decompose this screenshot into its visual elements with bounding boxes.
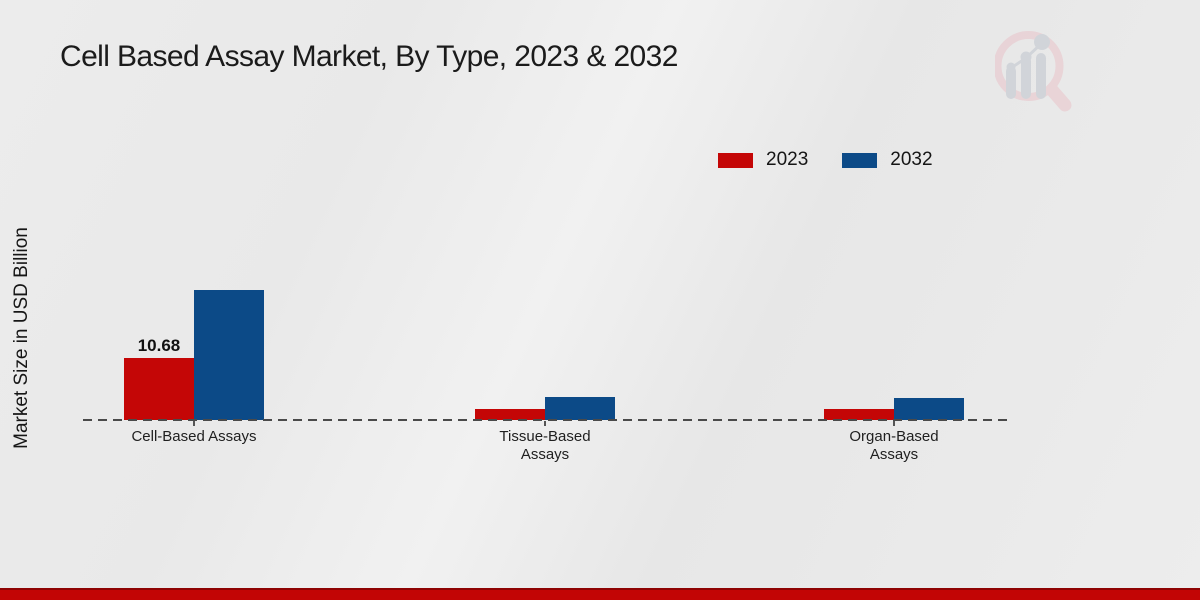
axis-tick xyxy=(893,421,895,426)
logo-bar-tall-icon xyxy=(1036,53,1046,99)
legend-item-2023: 2023 xyxy=(718,149,808,171)
legend-swatch-2023 xyxy=(718,152,753,168)
logo-dot-large-icon xyxy=(1034,34,1050,50)
category-label-tissue-based-assays: Tissue-Based Assays xyxy=(499,428,591,463)
logo-dot-medium-icon xyxy=(1020,51,1032,63)
legend: 2023 2032 xyxy=(718,149,933,171)
footer-accent-band xyxy=(0,588,1200,600)
legend-swatch-2032 xyxy=(842,152,878,168)
x-axis-baseline xyxy=(83,419,1007,421)
logo-bar-small-icon xyxy=(1006,66,1016,99)
bar-2032-tissue-based-assays xyxy=(545,397,615,420)
value-label-2023-cell-based-assays: 10.68 xyxy=(137,336,181,355)
logo-dot-small-icon xyxy=(1006,62,1016,72)
legend-label-2032: 2032 xyxy=(890,149,933,170)
axis-tick xyxy=(544,421,546,426)
category-label-cell-based-assays: Cell-Based Assays xyxy=(131,428,257,445)
bar-2023-tissue-based-assays xyxy=(475,409,545,420)
bar-2032-organ-based-assays xyxy=(894,398,964,420)
bar-2023-organ-based-assays xyxy=(824,409,894,420)
bar-2023-cell-based-assays xyxy=(124,358,194,420)
chart-title: Cell Based Assay Market, By Type, 2023 &… xyxy=(60,40,678,73)
axis-tick xyxy=(193,421,195,426)
category-label-organ-based-assays: Organ-Based Assays xyxy=(849,428,939,463)
bar-2032-cell-based-assays xyxy=(194,290,264,420)
magnifier-handle-icon xyxy=(1045,83,1072,112)
legend-item-2032: 2032 xyxy=(842,149,933,171)
magnifier-bar-chart-logo-watermark xyxy=(995,31,1072,112)
legend-label-2023: 2023 xyxy=(766,149,809,170)
logo-bar-medium-icon xyxy=(1021,56,1031,99)
